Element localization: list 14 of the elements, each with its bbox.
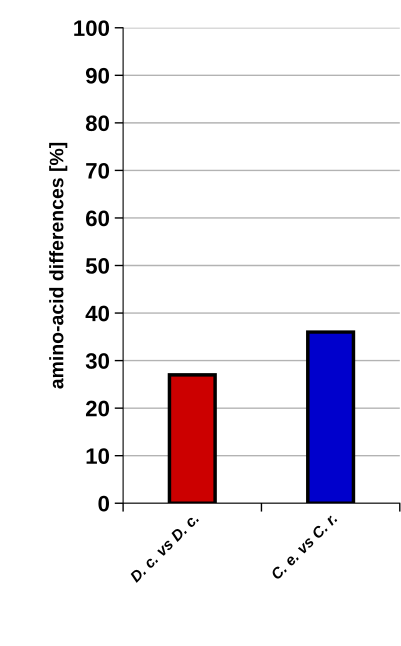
y-axis-title: amino-acid differences [%] <box>49 142 68 389</box>
x-tick-label: D. c. vs D. c. <box>129 512 200 583</box>
y-tick-label: 20 <box>86 400 110 416</box>
y-tick-label: 80 <box>86 115 110 132</box>
y-tick-label: 30 <box>86 353 110 369</box>
y-tick-label: 100 <box>74 20 110 36</box>
y-tick-label: 10 <box>86 448 110 464</box>
y-tick-label: 40 <box>86 306 110 322</box>
x-tick-label: C. e. vs C. r. <box>270 512 338 580</box>
y-tick-label: 0 <box>98 496 110 512</box>
y-tick-label: 60 <box>86 210 110 226</box>
y-tick-label: 50 <box>86 258 110 274</box>
y-tick-label: 90 <box>86 68 110 84</box>
y-tick-label: 70 <box>86 162 110 179</box>
